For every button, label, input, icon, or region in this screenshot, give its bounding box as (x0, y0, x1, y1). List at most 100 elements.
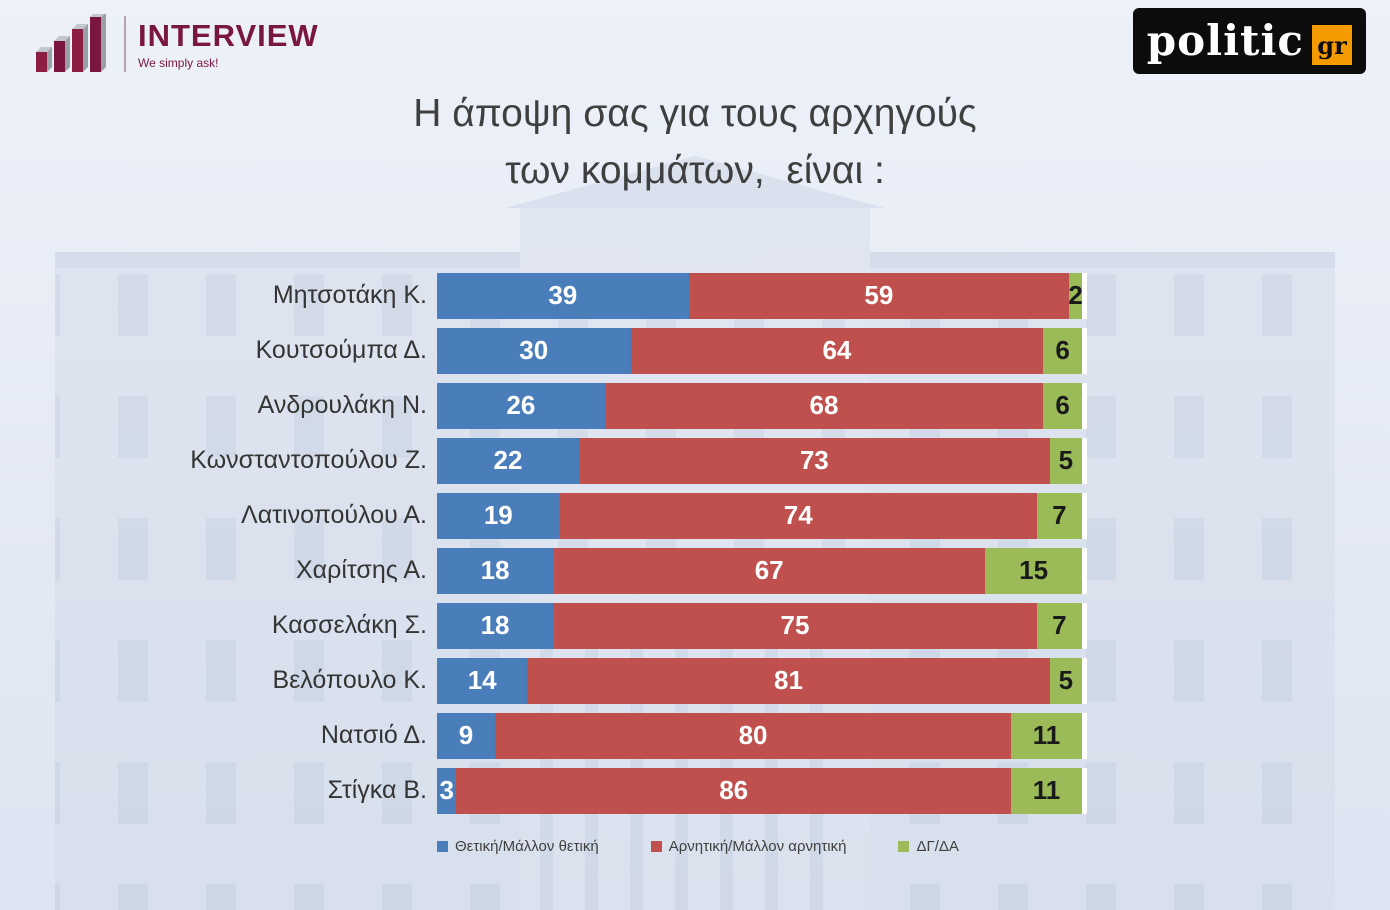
bar-segment-negative: 73 (578, 437, 1050, 484)
bar-value: 11 (1032, 775, 1061, 805)
category-label: Βελόπουλο Κ. (272, 666, 427, 694)
bar-value: 18 (480, 555, 510, 585)
chart-row: Κουτσούμπα Δ. 30 64 6 (25, 323, 1087, 378)
legend-swatch (650, 841, 662, 852)
chart-row: Βελόπουλο Κ. 14 81 5 (25, 653, 1087, 708)
interview-tagline: We simply ask! (138, 56, 219, 70)
category-label: Στίγκα Β. (327, 776, 427, 804)
chart-row: Στίγκα Β. 3 86 11 (25, 763, 1087, 818)
bar-value: 59 (864, 280, 894, 310)
category-label: Χαρίτσης Α. (296, 556, 427, 584)
bar-segment-positive: 22 (437, 437, 579, 484)
bar-value: 6 (1055, 335, 1070, 365)
interview-bars-icon (36, 14, 106, 72)
bar-segment-dk-da: 15 (985, 547, 1082, 594)
legend-label: Θετική/Μάλλον θετική (455, 838, 599, 855)
category-label: Μητσοτάκη Κ. (272, 281, 427, 309)
bar-track: 22 73 5 (437, 437, 1087, 484)
bar-segment-positive: 26 (437, 382, 605, 429)
legend-swatch (898, 841, 910, 852)
bar-value: 30 (519, 335, 549, 365)
bar-value: 67 (754, 555, 784, 585)
bar-segment-positive: 30 (437, 327, 631, 374)
bar-track: 18 75 7 (437, 602, 1087, 649)
legend-swatch (437, 841, 448, 852)
bar-segment-negative: 68 (604, 382, 1044, 429)
politic-logo: politic gr (1132, 8, 1366, 74)
bar-segment-negative: 75 (553, 602, 1037, 649)
bar-value: 80 (738, 720, 768, 750)
legend-label: Αρνητική/Μάλλον αρνητική (668, 838, 847, 855)
bar-value: 39 (548, 280, 578, 310)
bar-value: 7 (1052, 610, 1067, 640)
chart-row: Λατινοπούλου Α. 19 74 7 (25, 488, 1087, 543)
bar-segment-dk-da: 7 (1036, 492, 1082, 539)
bar-segment-dk-da: 5 (1049, 437, 1082, 484)
bar-segment-positive: 18 (437, 602, 554, 649)
chart-title: Η άποψη σας για τους αρχηγούς των κομμάτ… (0, 86, 1390, 199)
category-label: Νατσιό Δ. (320, 721, 427, 749)
politic-wordmark: politic (1146, 16, 1304, 65)
bar-value: 81 (774, 665, 803, 695)
legend-item-negative: Αρνητική/Μάλλον αρνητική (650, 838, 847, 855)
bar-track: 3 86 11 (437, 767, 1087, 814)
chart-row: Μητσοτάκη Κ. 39 59 2 (25, 268, 1087, 323)
bar-segment-negative: 64 (630, 327, 1044, 374)
bar-segment-positive: 14 (437, 657, 528, 704)
bar-value: 73 (799, 445, 829, 475)
legend-item-positive: Θετική/Μάλλον θετική (437, 838, 599, 855)
bar-segment-positive: 19 (437, 492, 560, 539)
logo-divider (124, 16, 126, 72)
chart-legend: Θετική/Μάλλον θετική Αρνητική/Μάλλον αρνη… (437, 838, 1087, 855)
stacked-bar-chart: Μητσοτάκη Κ. 39 59 2 Κουτσούμπα Δ. 30 64 6 Ανδρο… (25, 268, 1087, 855)
bar-segment-negative: 74 (559, 492, 1037, 539)
interview-logo: INTERVIEW We simply ask! (34, 14, 319, 74)
interview-name: INTERVIEW (138, 18, 319, 53)
bar-value: 9 (458, 720, 474, 750)
chart-title-line1: Η άποψη σας για τους αρχηγούς (413, 92, 977, 135)
bar-track: 39 59 2 (437, 272, 1087, 319)
bar-value: 26 (506, 390, 536, 420)
bar-segment-positive: 39 (437, 272, 689, 319)
bar-value: 7 (1052, 500, 1067, 530)
chart-title-line2: των κομμάτων, είναι : (505, 148, 885, 192)
bar-value: 74 (783, 500, 813, 530)
category-label: Ανδρουλάκη Ν. (257, 391, 427, 419)
bar-segment-dk-da: 6 (1043, 327, 1082, 374)
bar-segment-negative: 59 (688, 272, 1070, 319)
category-label: Κασσελάκη Σ. (271, 611, 427, 639)
bar-segment-dk-da: 11 (1011, 712, 1082, 759)
bar-value: 5 (1058, 445, 1074, 475)
bar-track: 26 68 6 (437, 382, 1087, 429)
bar-segment-positive: 3 (437, 767, 457, 814)
bar-track: 18 67 15 (437, 547, 1087, 594)
bar-value: 14 (467, 665, 497, 695)
chart-row: Κασσελάκη Σ. 18 75 7 (25, 598, 1087, 653)
legend-label: ΔΓ/ΔΑ (916, 838, 959, 855)
bar-segment-dk-da: 2 (1068, 272, 1083, 319)
bar-track: 9 80 11 (437, 712, 1087, 759)
bar-value: 5 (1058, 665, 1074, 695)
bar-value: 68 (809, 390, 839, 420)
bar-track: 19 74 7 (437, 492, 1087, 539)
bar-segment-negative: 80 (495, 712, 1012, 759)
bar-value: 18 (480, 610, 510, 640)
bar-segment-negative: 67 (553, 547, 986, 594)
bar-value: 3 (439, 775, 454, 805)
bar-segment-negative: 81 (527, 657, 1050, 704)
chart-row: Νατσιό Δ. 9 80 11 (25, 708, 1087, 763)
bar-value: 64 (822, 335, 852, 365)
bar-segment-negative: 86 (456, 767, 1012, 814)
bar-value: 75 (780, 610, 810, 640)
bar-value: 11 (1032, 720, 1061, 750)
bar-track: 14 81 5 (437, 657, 1087, 704)
chart-row: Χαρίτσης Α. 18 67 15 (25, 543, 1087, 598)
bar-value: 15 (1019, 555, 1049, 585)
bar-segment-dk-da: 7 (1036, 602, 1082, 649)
chart-row: Κωνσταντοπούλου Ζ. 22 73 5 (25, 433, 1087, 488)
bar-value: 2 (1068, 280, 1083, 310)
bar-value: 19 (483, 500, 513, 530)
bar-value: 86 (719, 775, 749, 805)
chart-row: Ανδρουλάκη Ν. 26 68 6 (25, 378, 1087, 433)
